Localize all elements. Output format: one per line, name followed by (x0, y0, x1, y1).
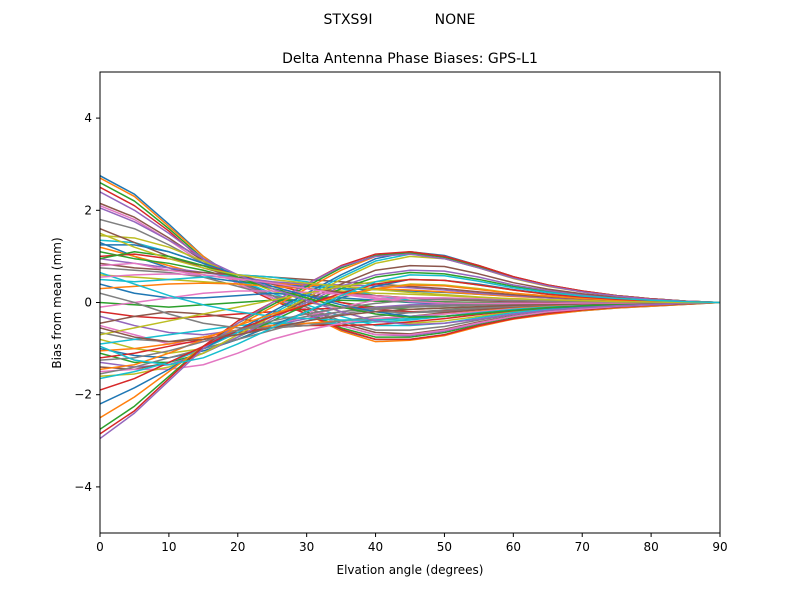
series-line (100, 251, 720, 318)
series-line (100, 253, 720, 440)
chart-title: Delta Antenna Phase Biases: GPS-L1 (282, 51, 538, 67)
x-tick-label: 60 (506, 540, 521, 554)
series-line (100, 232, 720, 304)
y-tick-label: −2 (74, 388, 92, 402)
suptitle-left: STXS9I (324, 12, 373, 28)
y-tick-label: −4 (74, 480, 92, 494)
x-tick-label: 90 (712, 540, 727, 554)
x-tick-label: 70 (575, 540, 590, 554)
y-tick-label: 4 (84, 111, 92, 125)
x-tick-label: 20 (230, 540, 245, 554)
y-axis-label: Bias from mean (mm) (50, 237, 64, 368)
y-axis: −4 −2 0 2 4 (74, 111, 100, 494)
x-tick-label: 40 (368, 540, 383, 554)
series-line (100, 274, 720, 366)
x-tick-label: 30 (299, 540, 314, 554)
series-line (100, 278, 720, 391)
x-axis: 0 10 20 30 40 50 60 70 80 90 (96, 533, 728, 554)
x-tick-label: 0 (96, 540, 104, 554)
series-line (100, 207, 720, 326)
x-tick-label: 10 (161, 540, 176, 554)
y-tick-label: 2 (84, 203, 92, 217)
y-tick-label: 0 (84, 296, 92, 310)
plot-area (100, 175, 720, 440)
series-line (100, 177, 720, 343)
x-tick-label: 50 (437, 540, 452, 554)
x-tick-label: 80 (643, 540, 658, 554)
suptitle-right: NONE (435, 12, 476, 28)
series-line (100, 273, 720, 305)
x-axis-label: Elvation angle (degrees) (337, 563, 484, 577)
